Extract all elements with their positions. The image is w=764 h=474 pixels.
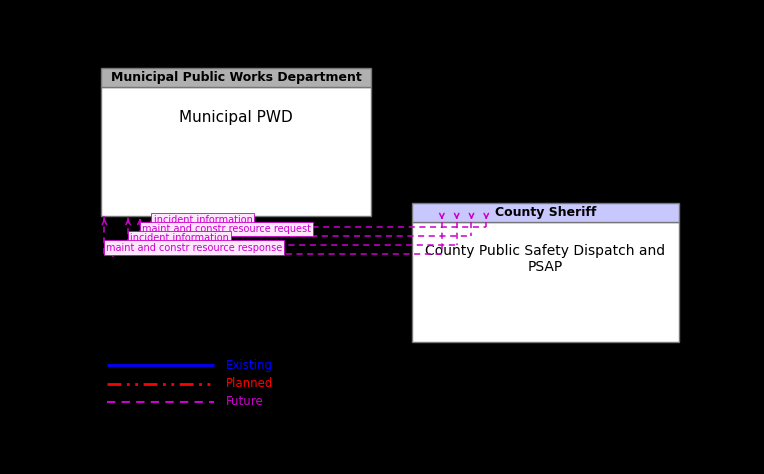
Text: Planned: Planned [226, 377, 274, 390]
Text: Existing: Existing [226, 359, 273, 372]
Text: maint and constr resource response: maint and constr resource response [106, 243, 283, 253]
Bar [413, 222, 678, 342]
Text: Future: Future [226, 395, 264, 408]
Text: incident information: incident information [154, 215, 252, 225]
Text: Municipal PWD: Municipal PWD [180, 110, 293, 125]
Bar [413, 203, 678, 222]
Text: incident information: incident information [130, 233, 228, 243]
Bar [102, 68, 371, 87]
Text: Municipal Public Works Department: Municipal Public Works Department [111, 71, 361, 84]
Bar [102, 87, 371, 216]
Text: County Sheriff: County Sheriff [495, 206, 596, 219]
Text: County Public Safety Dispatch and
PSAP: County Public Safety Dispatch and PSAP [426, 244, 665, 274]
Text: maint and constr resource request: maint and constr resource request [141, 224, 311, 234]
